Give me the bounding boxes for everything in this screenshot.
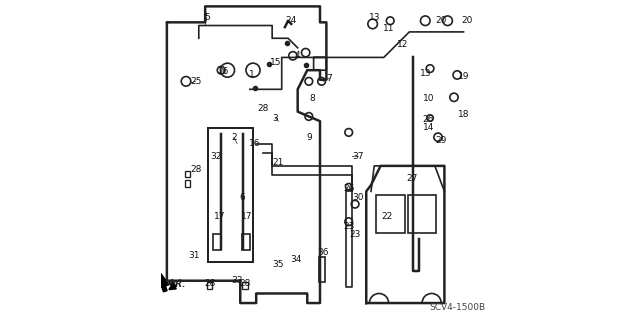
Text: 10: 10 <box>422 94 434 103</box>
Text: 34: 34 <box>291 256 302 264</box>
Text: 36: 36 <box>317 248 329 256</box>
Text: 27: 27 <box>407 174 418 183</box>
Text: 17: 17 <box>214 212 225 221</box>
Text: 4: 4 <box>295 51 301 60</box>
Text: 1: 1 <box>248 70 254 79</box>
Text: 2: 2 <box>231 133 237 142</box>
Bar <box>213 234 221 250</box>
Text: 13: 13 <box>369 13 380 22</box>
Text: 5: 5 <box>204 13 210 22</box>
Text: 24: 24 <box>285 16 297 25</box>
Text: 20: 20 <box>461 16 472 25</box>
Text: 22: 22 <box>381 212 392 221</box>
Text: SCV4-1500B: SCV4-1500B <box>429 303 485 312</box>
Bar <box>207 282 212 289</box>
Text: 26: 26 <box>343 184 355 193</box>
Bar <box>185 171 190 177</box>
Text: 20: 20 <box>436 16 447 25</box>
Bar <box>185 180 190 187</box>
Text: 8: 8 <box>309 94 315 103</box>
Text: 33: 33 <box>231 276 243 285</box>
Text: 9: 9 <box>306 133 312 142</box>
Bar <box>243 282 248 289</box>
Text: FR.: FR. <box>170 280 186 289</box>
Text: 28: 28 <box>190 165 201 174</box>
Bar <box>408 195 436 233</box>
Bar <box>242 234 250 250</box>
Text: 30: 30 <box>353 193 364 202</box>
Bar <box>209 128 253 262</box>
Bar <box>319 257 324 282</box>
Text: 15: 15 <box>269 58 281 67</box>
Text: 23: 23 <box>343 222 355 231</box>
Text: 28: 28 <box>204 279 216 288</box>
Text: 25: 25 <box>190 77 201 86</box>
Text: 26: 26 <box>217 67 228 76</box>
Text: 14: 14 <box>423 123 434 132</box>
Text: 17: 17 <box>241 212 252 221</box>
Text: 35: 35 <box>273 260 284 269</box>
Text: 28: 28 <box>239 279 251 288</box>
Text: 11: 11 <box>383 24 394 33</box>
Text: 16: 16 <box>249 139 260 148</box>
Bar <box>376 195 404 233</box>
Text: 37: 37 <box>353 152 364 161</box>
Text: 19: 19 <box>458 72 469 81</box>
Text: 29: 29 <box>436 136 447 145</box>
Text: 3: 3 <box>273 114 278 122</box>
Text: 21: 21 <box>273 158 284 167</box>
Text: 7: 7 <box>326 74 332 83</box>
Text: 28: 28 <box>257 104 268 113</box>
Text: 26: 26 <box>423 115 434 124</box>
Text: 32: 32 <box>211 152 222 161</box>
Text: 18: 18 <box>458 110 469 119</box>
Text: 6: 6 <box>239 193 244 202</box>
Text: 12: 12 <box>397 40 408 49</box>
Text: 13: 13 <box>420 69 431 78</box>
Text: 31: 31 <box>188 251 200 260</box>
Text: 23: 23 <box>349 230 361 239</box>
FancyArrow shape <box>158 270 169 292</box>
